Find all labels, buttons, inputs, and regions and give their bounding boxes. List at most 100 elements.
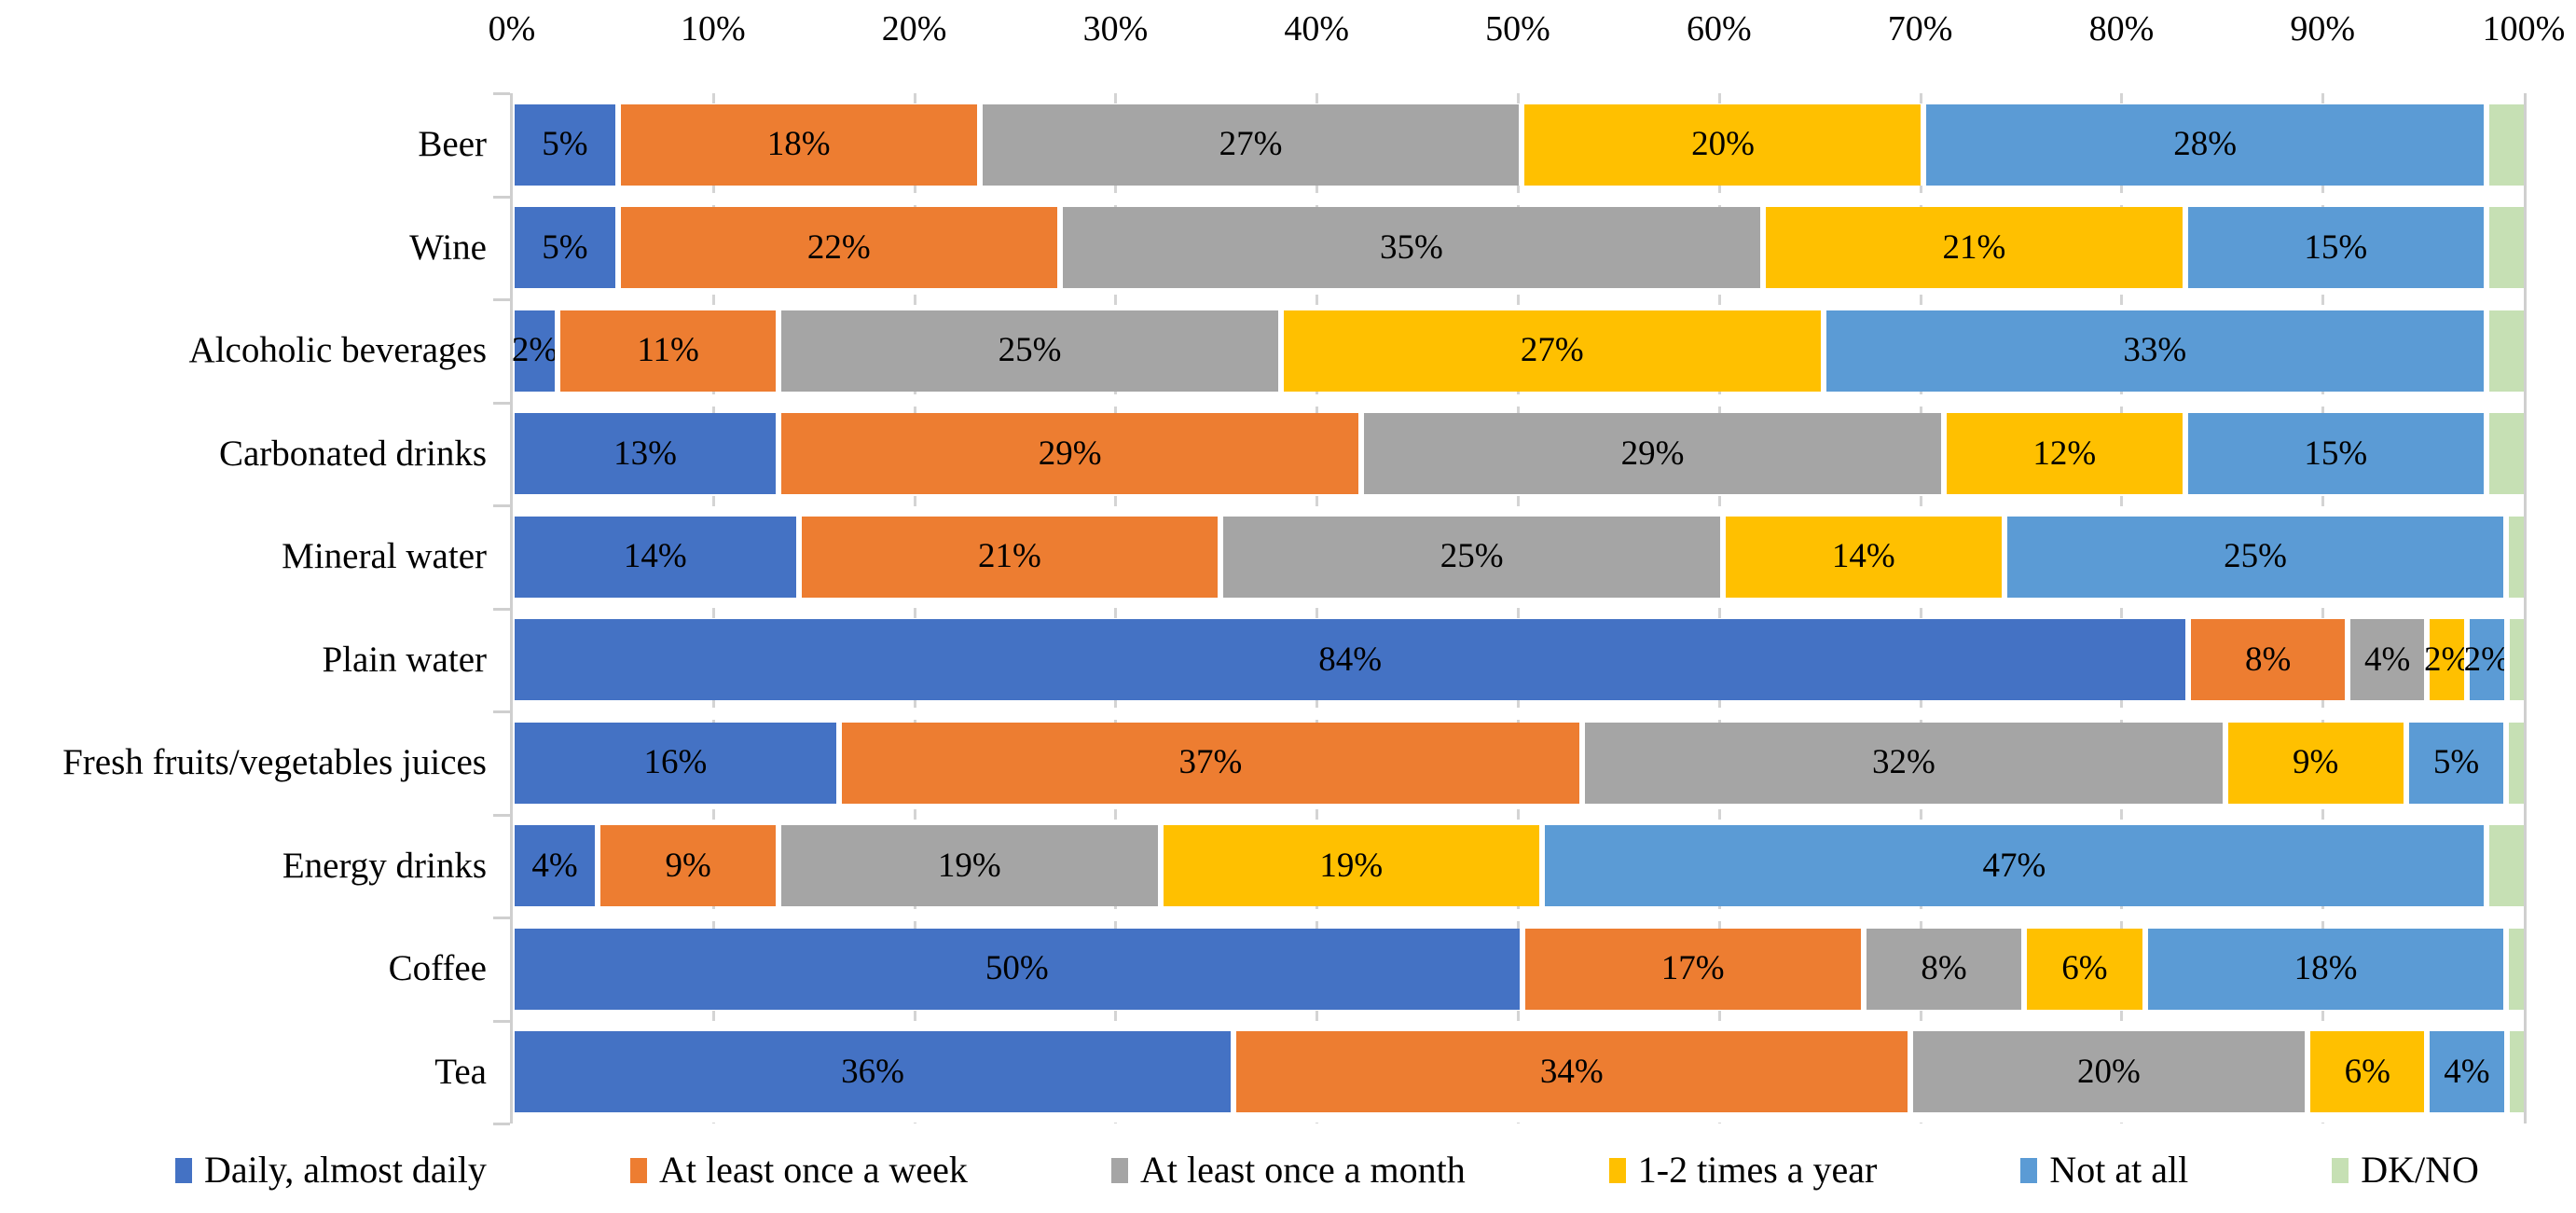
segment-value-label: 50% <box>985 949 1049 988</box>
bar-row-wine: 5% 22% 35% 21% 15% <box>515 207 2524 289</box>
segment-value-label: 2% <box>2463 640 2510 679</box>
bar-segment: 19% <box>776 825 1158 907</box>
bar-segment: 8% <box>1860 928 2022 1010</box>
category-axis-tick <box>493 607 510 611</box>
bar-segment: 33% <box>1820 310 2484 392</box>
segment-value-label: 22% <box>806 227 871 267</box>
value-axis-line-100 <box>2524 93 2527 1123</box>
x-tick-label-50: 50% <box>1485 9 1550 48</box>
bar-segment: 5% <box>515 103 615 186</box>
bar-segment <box>2503 619 2524 701</box>
segment-value-label: 28% <box>2173 125 2238 164</box>
bar-segment: 12% <box>1941 413 2183 495</box>
bar-segment: 37% <box>835 722 1580 804</box>
bar-segment: 4% <box>2344 619 2425 701</box>
x-tick-label-90: 90% <box>2290 9 2356 48</box>
segment-value-label: 4% <box>531 846 578 885</box>
legend-item-dk-no: DK/NO <box>2332 1148 2479 1192</box>
bar-segment: 18% <box>614 103 977 186</box>
bar-segment: 20% <box>1519 103 1922 186</box>
bar-segment: 27% <box>976 103 1520 186</box>
segment-value-label: 84% <box>1318 640 1383 679</box>
bar-segment: 2% <box>511 310 558 392</box>
x-tick-label-80: 80% <box>2088 9 2155 48</box>
bar-segment: 2% <box>2424 619 2470 701</box>
legend-item-daily-almost-daily: Daily, almost daily <box>175 1148 487 1192</box>
segment-value-label: 34% <box>1539 1052 1604 1091</box>
segment-value-label: 29% <box>1038 434 1102 473</box>
bar-segment: 13% <box>515 413 777 495</box>
segment-value-label: 17% <box>1660 949 1725 988</box>
segment-value-label: 6% <box>2344 1052 2390 1091</box>
segment-value-label: 11% <box>637 331 699 370</box>
gridline-30 <box>1114 93 1118 1123</box>
bar-segment <box>2483 207 2524 289</box>
category-axis-tick <box>493 504 510 507</box>
segment-value-label: 18% <box>766 125 831 164</box>
bar-segment: 14% <box>1719 516 2002 598</box>
bar-segment: 9% <box>2222 722 2404 804</box>
bar-segment <box>2503 516 2524 598</box>
gridline-40 <box>1316 93 1319 1123</box>
bar-row-carbonated-drinks: 13% 29% 29% 12% 15% <box>515 413 2524 495</box>
bar-segment: 16% <box>515 722 836 804</box>
bar-segment: 9% <box>595 825 777 907</box>
segment-value-label: 33% <box>2123 331 2187 370</box>
segment-value-label: 5% <box>542 227 588 267</box>
bar-segment: 84% <box>515 619 2186 701</box>
bar-row-coffee: 50% 17% 8% 6% 18% <box>515 928 2524 1010</box>
segment-value-label: 47% <box>1982 846 2046 885</box>
category-label-fresh-fruits-vegetables-juices: Fresh fruits/vegetables juices <box>62 742 487 783</box>
segment-value-label: 37% <box>1178 743 1243 782</box>
bar-segment <box>2483 413 2524 495</box>
segment-value-label: 19% <box>1319 846 1384 885</box>
bar-row-energy-drinks: 4% 9% 19% 19% 47% <box>515 825 2524 907</box>
segment-value-label: 2% <box>511 331 558 370</box>
bar-row-alcoholic-beverages: 2% 11% 25% 27% 33% <box>511 310 2524 392</box>
segment-value-label: 27% <box>1520 331 1584 370</box>
segment-value-label: 19% <box>937 846 1001 885</box>
category-label-tea: Tea <box>434 1051 487 1092</box>
segment-value-label: 25% <box>2224 537 2287 576</box>
gridline-50 <box>1517 93 1520 1123</box>
bar-segment: 22% <box>614 207 1057 289</box>
segment-value-label: 36% <box>841 1052 904 1091</box>
legend-label: 1-2 times a year <box>1637 1149 1878 1191</box>
category-axis-tick <box>493 1123 510 1125</box>
bar-segment: 25% <box>2001 516 2504 598</box>
bar-segment: 21% <box>1760 207 2183 289</box>
x-tick-label-70: 70% <box>1887 9 1953 48</box>
bar-row-plain-water: 84% 8% 4% 2% 2% <box>515 619 2524 701</box>
bar-segment: 4% <box>2424 1031 2504 1113</box>
bar-segment: 29% <box>1358 413 1942 495</box>
category-axis-tick <box>493 813 510 817</box>
legend-swatch-icon <box>1608 1157 1626 1183</box>
segment-value-label: 15% <box>2304 227 2368 267</box>
category-label-wine: Wine <box>409 227 487 268</box>
bar-segment: 25% <box>1218 516 1720 598</box>
legend-swatch-icon <box>2020 1157 2038 1183</box>
bar-segment: 27% <box>1277 310 1821 392</box>
category-label-alcoholic-beverages: Alcoholic beverages <box>188 330 487 371</box>
category-axis-tick <box>493 298 510 301</box>
legend-item-at-least-once-a-month: At least once a month <box>1110 1148 1466 1192</box>
legend-item-not-at-all: Not at all <box>2020 1148 2188 1192</box>
bar-row-mineral-water: 14% 21% 25% 14% 25% <box>515 516 2524 598</box>
bar-segment: 35% <box>1056 207 1761 289</box>
gridline-70 <box>1919 93 1922 1123</box>
category-label-carbonated-drinks: Carbonated drinks <box>218 433 487 474</box>
x-tick-label-60: 60% <box>1686 9 1752 48</box>
bar-segment: 15% <box>2182 413 2484 495</box>
bar-row-fresh-fruits-vegetables-juices: 16% 37% 32% 9% 5% <box>515 722 2524 804</box>
segment-value-label: 13% <box>613 434 677 473</box>
segment-value-label: 5% <box>2432 743 2480 782</box>
value-axis-line-0 <box>510 93 513 1123</box>
segment-value-label: 4% <box>2444 1052 2490 1091</box>
bar-segment: 4% <box>515 825 596 907</box>
x-tick-label-30: 30% <box>1082 9 1149 48</box>
bar-segment: 5% <box>2403 722 2504 804</box>
bar-row-beer: 5% 18% 27% 20% 28% <box>515 103 2524 186</box>
bar-segment: 17% <box>1519 928 1861 1010</box>
segment-value-label: 21% <box>978 537 1041 576</box>
